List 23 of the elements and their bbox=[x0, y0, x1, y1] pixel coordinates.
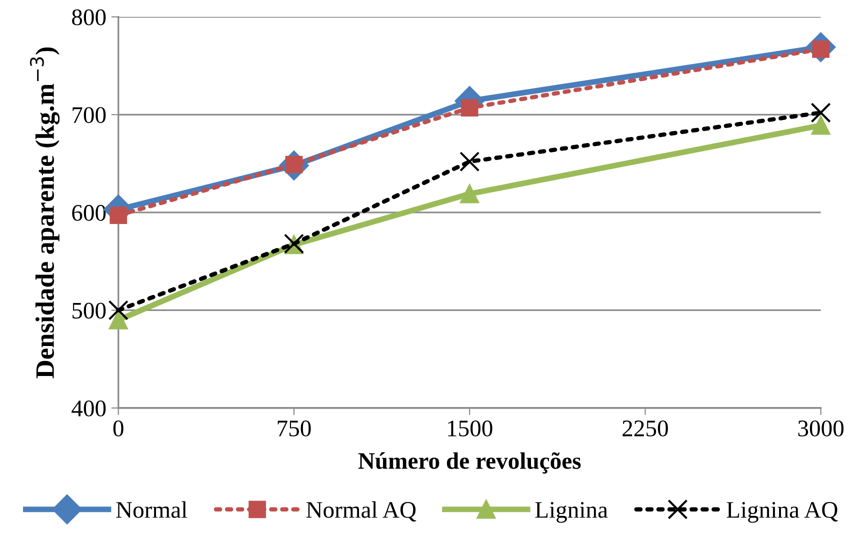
y-tick-label: 400 bbox=[72, 400, 106, 416]
point bbox=[460, 184, 479, 204]
point bbox=[108, 300, 128, 320]
point bbox=[460, 99, 478, 116]
x-tick-label: 750 bbox=[278, 420, 311, 436]
y-tick-label: 600 bbox=[72, 204, 106, 221]
legend-label: Normal bbox=[116, 501, 188, 518]
x-tick-label: 1500 bbox=[448, 420, 492, 436]
point bbox=[811, 116, 830, 135]
point bbox=[108, 310, 128, 330]
legend-label: Lignina bbox=[535, 502, 608, 523]
point bbox=[460, 152, 480, 172]
y-tick-label: 700 bbox=[72, 107, 106, 124]
y-tick-label: 800 bbox=[72, 9, 106, 26]
legend-label: Lignina AQ bbox=[726, 502, 838, 523]
point bbox=[810, 102, 831, 123]
x-tick-label: 0 bbox=[113, 420, 124, 436]
y-axis-title: Densidade aparente (kg.m$^{−3}$) bbox=[30, 47, 60, 378]
legend-label: Normal AQ bbox=[306, 501, 416, 522]
x-tick-label: 3000 bbox=[798, 420, 844, 436]
x-tick-label: 2250 bbox=[622, 420, 668, 436]
y-tick-label: 500 bbox=[72, 302, 106, 319]
x-axis-title: Número de revoluções bbox=[358, 452, 581, 474]
